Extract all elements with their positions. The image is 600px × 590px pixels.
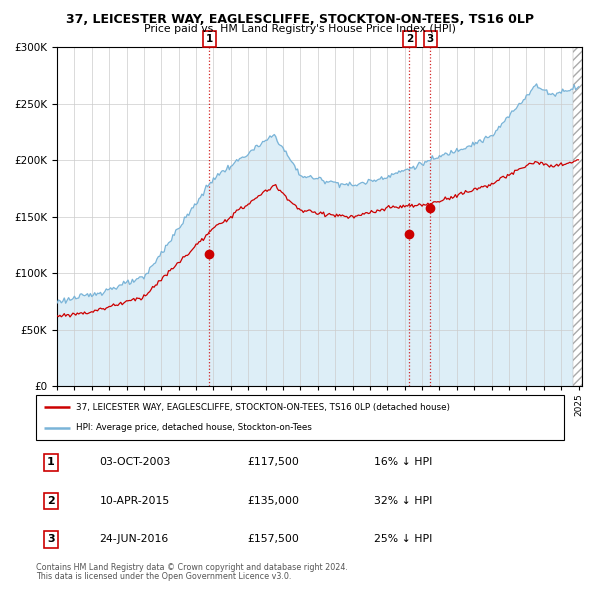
Text: 1: 1: [47, 457, 55, 467]
Text: £117,500: £117,500: [247, 457, 299, 467]
Text: This data is licensed under the Open Government Licence v3.0.: This data is licensed under the Open Gov…: [36, 572, 292, 581]
Text: 10-APR-2015: 10-APR-2015: [100, 496, 170, 506]
Text: HPI: Average price, detached house, Stockton-on-Tees: HPI: Average price, detached house, Stoc…: [76, 423, 311, 432]
Text: 25% ↓ HPI: 25% ↓ HPI: [374, 535, 432, 545]
Text: Contains HM Land Registry data © Crown copyright and database right 2024.: Contains HM Land Registry data © Crown c…: [36, 563, 348, 572]
Polygon shape: [574, 47, 582, 386]
Text: 2: 2: [406, 34, 413, 44]
Text: £157,500: £157,500: [247, 535, 299, 545]
Text: 37, LEICESTER WAY, EAGLESCLIFFE, STOCKTON-ON-TEES, TS16 0LP: 37, LEICESTER WAY, EAGLESCLIFFE, STOCKTO…: [66, 13, 534, 26]
Text: 3: 3: [47, 535, 55, 545]
FancyBboxPatch shape: [36, 395, 564, 440]
Text: £135,000: £135,000: [247, 496, 299, 506]
Text: 03-OCT-2003: 03-OCT-2003: [100, 457, 171, 467]
Text: 1: 1: [205, 34, 213, 44]
Text: 2: 2: [47, 496, 55, 506]
Text: Price paid vs. HM Land Registry's House Price Index (HPI): Price paid vs. HM Land Registry's House …: [144, 24, 456, 34]
Text: 32% ↓ HPI: 32% ↓ HPI: [374, 496, 432, 506]
Text: 24-JUN-2016: 24-JUN-2016: [100, 535, 169, 545]
Text: 16% ↓ HPI: 16% ↓ HPI: [374, 457, 432, 467]
Text: 3: 3: [427, 34, 434, 44]
Text: 37, LEICESTER WAY, EAGLESCLIFFE, STOCKTON-ON-TEES, TS16 0LP (detached house): 37, LEICESTER WAY, EAGLESCLIFFE, STOCKTO…: [76, 403, 449, 412]
